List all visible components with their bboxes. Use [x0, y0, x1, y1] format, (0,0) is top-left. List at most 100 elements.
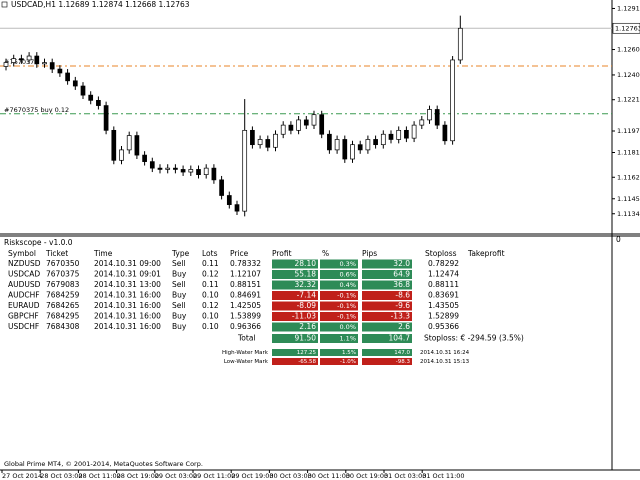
row-type: Sell: [172, 280, 186, 289]
value-cell: [362, 322, 412, 332]
y-tick-label: 1.11810: [617, 148, 640, 156]
candle-body: [388, 133, 394, 140]
row-ticket: 7670350: [46, 259, 80, 268]
cell-value: 1.5%: [342, 350, 356, 356]
row-ticket: 7684259: [46, 291, 80, 300]
cell-value: -9.6: [395, 301, 410, 310]
value-cell: [320, 291, 358, 300]
row-price: 1.42505: [230, 301, 261, 310]
candle-body: [203, 167, 209, 176]
total-stoploss: Stoploss: € -294.59 (3.5%): [424, 334, 524, 343]
cell-value: 55.18: [295, 270, 317, 279]
row-type: Buy: [172, 312, 187, 321]
row-lots: 0.10: [202, 312, 219, 321]
candle-body: [404, 129, 409, 139]
time-label: 28 Oct 19:00: [117, 472, 159, 480]
row-symbol: USDCHF: [8, 322, 39, 331]
row-stoploss: 1.52899: [428, 312, 459, 321]
candle-body: [280, 124, 286, 135]
value-cell: [320, 358, 358, 365]
y-tick-label: 1.11620: [617, 173, 640, 181]
candle-body: [373, 139, 378, 146]
candle-body: [250, 129, 255, 146]
row-price: 0.88151: [230, 280, 261, 289]
candle-body: [72, 80, 78, 87]
candle-body: [126, 135, 132, 151]
cell-value: 2.6: [398, 322, 410, 331]
candle-body: [180, 169, 186, 173]
value-cell: [362, 312, 412, 321]
candle-body: [196, 169, 201, 176]
cell-value: 36.8: [393, 280, 410, 289]
chart-icon: [1, 1, 8, 8]
y-tick-label: 1.12915: [617, 4, 640, 12]
row-time: 2014.10.31 13:00: [94, 280, 161, 289]
candle-body: [80, 85, 86, 96]
y-tick-label: 1.11455: [617, 195, 640, 203]
candle-body: [311, 114, 317, 126]
cell-value: 32.0: [393, 259, 410, 268]
value-cell: [272, 349, 318, 356]
candle-body: [303, 119, 309, 126]
cell-value: -65.58: [298, 359, 316, 365]
value-cell: [320, 270, 358, 279]
candle-body: [142, 154, 147, 162]
row-symbol: USDCAD: [8, 270, 40, 279]
time-label: 29 Oct 03:00: [155, 472, 197, 480]
candle-body: [242, 129, 248, 212]
cell-value: 28.10: [295, 259, 317, 268]
time-label: 30 Oct 03:00: [269, 472, 311, 480]
candle-body: [434, 109, 440, 126]
column-header: Profit: [272, 249, 292, 258]
candle-body: [3, 62, 9, 67]
value-cell: [362, 270, 412, 279]
row-lots: 0.11: [202, 280, 219, 289]
column-header: Price: [230, 249, 249, 258]
mark-time: 2014.10.31 15:13: [420, 359, 470, 365]
cell-value: 1.1%: [339, 335, 356, 343]
row-stoploss: 0.95366: [428, 322, 459, 331]
row-ticket: 7684265: [46, 301, 80, 310]
candle-body: [111, 129, 117, 161]
cell-value: -11.03: [292, 312, 316, 321]
candle-body: [173, 167, 178, 170]
value-cell: [320, 322, 358, 332]
cell-value: 147.0: [394, 350, 410, 356]
row-stoploss: 1.12474: [428, 270, 459, 279]
candle-body: [211, 167, 217, 181]
cell-value: 0.3%: [339, 260, 356, 268]
mark-label: High-Water Mark: [222, 350, 269, 356]
candle-body: [357, 144, 363, 151]
candle-body: [42, 62, 47, 65]
candle-body: [219, 179, 224, 196]
cell-value: -8.09: [297, 301, 317, 310]
cell-value: -13.3: [391, 312, 411, 321]
value-cell: [272, 291, 318, 300]
value-cell: [362, 358, 412, 365]
row-price: 1.53899: [230, 312, 261, 321]
candle-body: [49, 62, 55, 70]
value-cell: [320, 349, 358, 356]
value-cell: [320, 312, 358, 321]
candle-body: [257, 139, 263, 146]
row-price: 0.96366: [230, 322, 261, 331]
row-time: 2014.10.31 16:00: [94, 312, 161, 321]
column-header: Symbol: [8, 249, 36, 258]
candle-body: [134, 135, 140, 156]
y-tick-label: 1.12600: [617, 46, 640, 54]
column-header: Stoploss: [425, 249, 457, 258]
row-price: 1.12107: [230, 270, 261, 279]
column-header: Type: [171, 249, 190, 258]
cell-value: 2.16: [299, 322, 316, 331]
candle-body: [11, 58, 17, 63]
mark-label: Low-Water Mark: [224, 359, 269, 365]
cell-value: 104.7: [389, 334, 411, 343]
candle-body: [427, 109, 432, 121]
value-cell: [272, 358, 318, 365]
time-label: 31 Oct 03:00: [384, 472, 426, 480]
current-price-label: 1.12763: [615, 24, 640, 32]
candle-body: [65, 72, 70, 82]
value-cell: [272, 259, 318, 269]
indicator-zero: 0: [616, 235, 621, 244]
